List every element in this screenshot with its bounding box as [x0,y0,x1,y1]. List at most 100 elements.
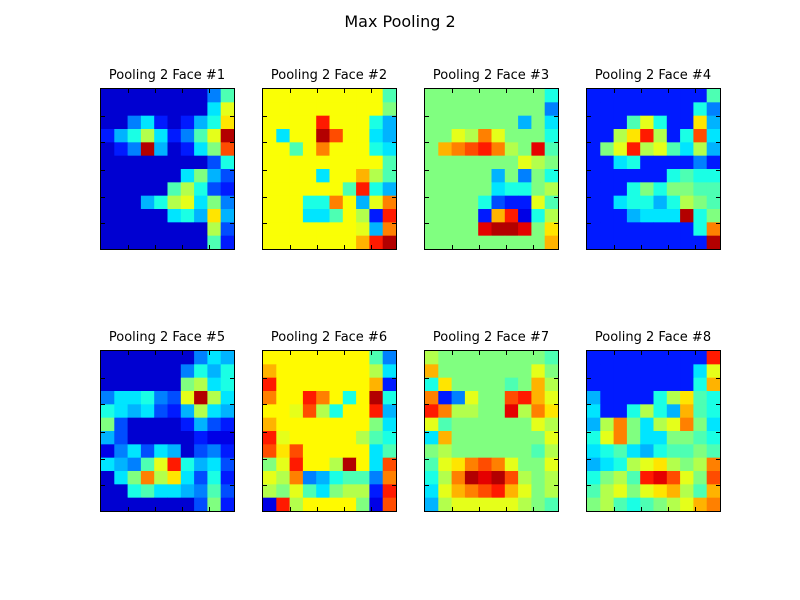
heatmap-cell [504,142,519,157]
heatmap-cell [207,115,222,130]
heatmap-cell [180,351,195,365]
heatmap-cell [127,209,142,223]
heatmap-cell [207,444,222,459]
heatmap-cell [263,129,277,143]
heatmap-cell [464,471,479,485]
axis-tick [425,142,429,144]
heatmap-cell [207,182,222,197]
heatmap-cell [101,129,115,143]
heatmap-cell [706,155,720,170]
heatmap-cell [154,417,168,432]
heatmap-cell [653,417,668,432]
heatmap-cell [518,169,532,183]
axis-tick [230,485,234,487]
heatmap-cell [531,391,546,405]
heatmap-cell [706,222,720,237]
heatmap-cell [114,497,128,511]
heatmap-cell [425,431,439,445]
heatmap-cell [518,195,532,210]
axis-tick [392,377,396,379]
axis-tick [181,245,183,249]
heatmap-cell [626,404,641,419]
heatmap-cell [491,222,506,237]
heatmap-cell [220,129,234,143]
axis-tick [230,458,234,460]
heatmap-cell [194,195,208,210]
heatmap-cell [207,169,222,183]
axis-tick [425,431,429,433]
heatmap-cell [180,484,195,499]
heatmap-cell [518,391,532,405]
axis-tick [101,377,105,379]
heatmap-cell [626,364,641,379]
panel-title-1: Pooling 2 Face #1 [108,68,226,83]
heatmap-cell [127,404,142,419]
heatmap-cell [587,444,601,459]
heatmap-cell [180,444,195,459]
axis-tick [587,115,591,117]
heatmap-cell [613,129,628,143]
heatmap-cell [220,102,234,117]
heatmap-cell [140,431,155,445]
axis-tick [289,507,291,511]
heatmap-cell [140,391,155,405]
heatmap-cell [220,457,234,472]
axis-tick [343,351,345,355]
heatmap-cell [289,195,304,210]
heatmap-cell [154,182,168,197]
heatmap-cell [302,457,317,472]
heatmap-cell [640,129,654,143]
heatmap-cell [653,497,668,511]
heatmap-cell [518,89,532,103]
heatmap-cell [207,102,222,117]
heatmap-cell [382,404,396,419]
heatmap-cell [207,222,222,237]
heatmap-cell [518,444,532,459]
heatmap-cell [289,115,304,130]
heatmap-cell [680,457,694,472]
heatmap-cell [329,102,344,117]
heatmap-cell [425,377,439,392]
heatmap-cell [356,484,370,499]
heatmap-cell [491,404,506,419]
axis-tick [127,245,129,249]
heatmap-cell [680,182,694,197]
heatmap-cell [289,182,304,197]
heatmap-cell [194,142,208,157]
heatmap-cell [263,431,277,445]
axis-tick [425,377,429,379]
heatmap-cell [263,209,277,223]
heatmap-cell [478,89,492,103]
heatmap-cell [289,391,304,405]
heatmap-cell [464,431,479,445]
heatmap-panel-1 [100,88,235,250]
heatmap-cell [587,209,601,223]
heatmap-cell [114,417,128,432]
heatmap-cell [140,484,155,499]
heatmap-cell [302,169,317,183]
axis-tick [101,431,105,433]
axis-tick [343,245,345,249]
axis-tick [263,458,267,460]
heatmap-cell [666,142,681,157]
heatmap-cell [263,444,277,459]
heatmap-cell [600,142,614,157]
heatmap-cell [464,364,479,379]
heatmap-cell [531,89,546,103]
heatmap-cell [382,89,396,103]
heatmap-cell [518,404,532,419]
axis-tick [587,169,591,171]
heatmap-cell [438,182,452,197]
heatmap-cell [464,89,479,103]
heatmap-cell [425,222,439,237]
heatmap-cell [180,102,195,117]
heatmap-cell [302,142,317,157]
heatmap-cell [114,391,128,405]
heatmap-cell [680,222,694,237]
heatmap-cell [342,484,357,499]
heatmap-cell [154,102,168,117]
heatmap-cell [114,222,128,237]
heatmap-cell [302,182,317,197]
heatmap-cell [127,182,142,197]
heatmap-cell [194,89,208,103]
